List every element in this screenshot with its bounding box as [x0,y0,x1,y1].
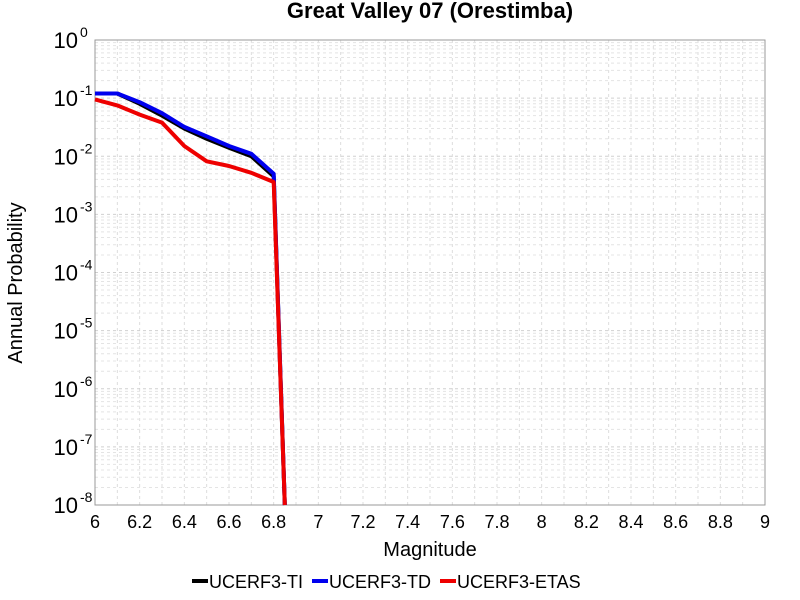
y-tick-label: 10 -1 [54,82,93,111]
x-axis-ticks: 6 6.2 6.4 6.6 6.8 7 7.2 7.4 7.6 7.8 8 8.2 8.4 8.6 8.8 9 [90,512,770,532]
x-tick-label: 7 [313,512,323,532]
legend: UCERF3-TI UCERF3-TD UCERF3-ETAS [192,572,581,592]
y-tick-base: 10 [54,28,78,53]
legend-label: UCERF3-TI [209,572,303,592]
y-tick-base: 10 [54,319,78,344]
y-tick-base: 10 [54,202,78,227]
x-tick-label: 9 [760,512,770,532]
y-tick-label: 10 -2 [54,140,93,169]
x-tick-label: 6.6 [216,512,241,532]
y-tick-label: 10 -4 [54,257,93,286]
y-tick-label: 10 -3 [54,198,93,227]
grid-lines [94,40,766,506]
y-tick-base: 10 [54,493,78,518]
series-line-ucerf3-etas [94,97,287,506]
legend-label: UCERF3-TD [329,572,431,592]
y-axis-label: Annual Probability [5,202,27,363]
y-tick-exponent: -6 [80,373,93,389]
x-tick-label: 6 [90,512,100,532]
y-tick-exponent: 0 [80,24,88,40]
y-tick-exponent: -1 [80,82,93,98]
x-tick-label: 8.2 [574,512,599,532]
chart-title: Great Valley 07 (Orestimba) [287,0,573,23]
x-tick-label: 6.4 [172,512,197,532]
y-tick-base: 10 [54,435,78,460]
x-tick-label: 7.6 [440,512,465,532]
y-tick-base: 10 [54,144,78,169]
y-tick-label: 10 -6 [54,373,93,402]
y-tick-exponent: -4 [80,257,93,273]
x-axis-label: Magnitude [383,539,476,561]
x-tick-label: 8.4 [618,512,643,532]
y-tick-label: 10 0 [54,24,88,53]
plot-frame [94,39,766,506]
y-tick-base: 10 [54,261,78,286]
y-tick-label: 10 -5 [54,315,93,344]
y-tick-exponent: -3 [80,198,93,214]
y-tick-exponent: -7 [80,431,93,447]
series-line-ucerf3-ti [95,91,287,506]
y-tick-base: 10 [54,86,78,111]
y-tick-exponent: -8 [80,489,93,505]
x-tick-label: 6.2 [127,512,152,532]
y-tick-base: 10 [54,377,78,402]
x-tick-label: 8 [537,512,547,532]
legend-label: UCERF3-ETAS [457,572,581,592]
x-tick-label: 8.6 [663,512,688,532]
y-tick-label: 10 -7 [54,431,93,460]
x-tick-label: 6.8 [261,512,286,532]
x-tick-label: 8.8 [708,512,733,532]
series-line-ucerf3-td [95,91,287,506]
y-tick-exponent: -5 [80,315,93,331]
y-tick-label: 10 -8 [54,489,93,518]
x-tick-label: 7.4 [395,512,420,532]
x-tick-label: 7.8 [484,512,509,532]
x-tick-label: 7.2 [350,512,375,532]
y-tick-exponent: -2 [80,140,93,156]
series-lines [94,91,287,506]
